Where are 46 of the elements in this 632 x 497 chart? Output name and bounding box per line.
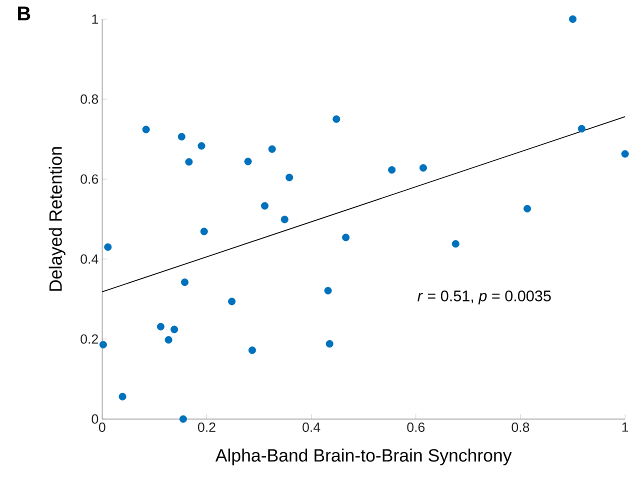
point xyxy=(342,234,350,242)
point xyxy=(99,341,107,349)
point xyxy=(261,202,269,210)
x-axis-title: Alpha-Band Brain-to-Brain Synchrony xyxy=(215,448,512,466)
text: B xyxy=(18,6,30,20)
annotation: r = 0.51, p = 0.0035 xyxy=(418,290,551,305)
x-tick-label: 0.4 xyxy=(302,422,320,432)
y-axis-title: Delayed Retention xyxy=(48,147,66,291)
point xyxy=(286,174,294,182)
point xyxy=(388,166,396,174)
point xyxy=(324,287,332,295)
y-tick-label: 0 xyxy=(92,414,98,424)
x-tick-label: 0.2 xyxy=(198,422,216,432)
point xyxy=(578,125,586,133)
y-tick-label: 0.4 xyxy=(80,254,98,264)
point xyxy=(268,145,276,154)
point xyxy=(280,216,288,224)
y-tick-label: 1 xyxy=(92,14,98,24)
point xyxy=(118,393,126,401)
point xyxy=(164,336,172,344)
y-tick-label: 0.2 xyxy=(80,334,98,344)
point xyxy=(179,415,187,423)
point xyxy=(569,16,577,24)
point xyxy=(452,240,460,248)
point xyxy=(178,133,186,141)
x-tick-label: 1 xyxy=(622,422,628,432)
point xyxy=(156,323,164,331)
point xyxy=(185,158,193,166)
point xyxy=(419,164,427,172)
point xyxy=(104,243,112,252)
x-tick-label: 0 xyxy=(98,422,106,432)
point xyxy=(170,326,178,334)
point xyxy=(142,126,150,134)
point xyxy=(200,228,208,236)
point xyxy=(244,158,252,166)
y-tick-label: 0.8 xyxy=(80,94,98,104)
point xyxy=(326,340,334,348)
point xyxy=(332,116,340,124)
x-tick-label: 0.6 xyxy=(407,422,425,432)
point xyxy=(180,278,189,286)
point xyxy=(198,142,206,150)
x-tick-label: 0.8 xyxy=(512,422,530,432)
point xyxy=(248,346,256,354)
point xyxy=(524,205,532,213)
y-tick-label: 0.6 xyxy=(80,174,98,184)
point xyxy=(228,298,236,306)
